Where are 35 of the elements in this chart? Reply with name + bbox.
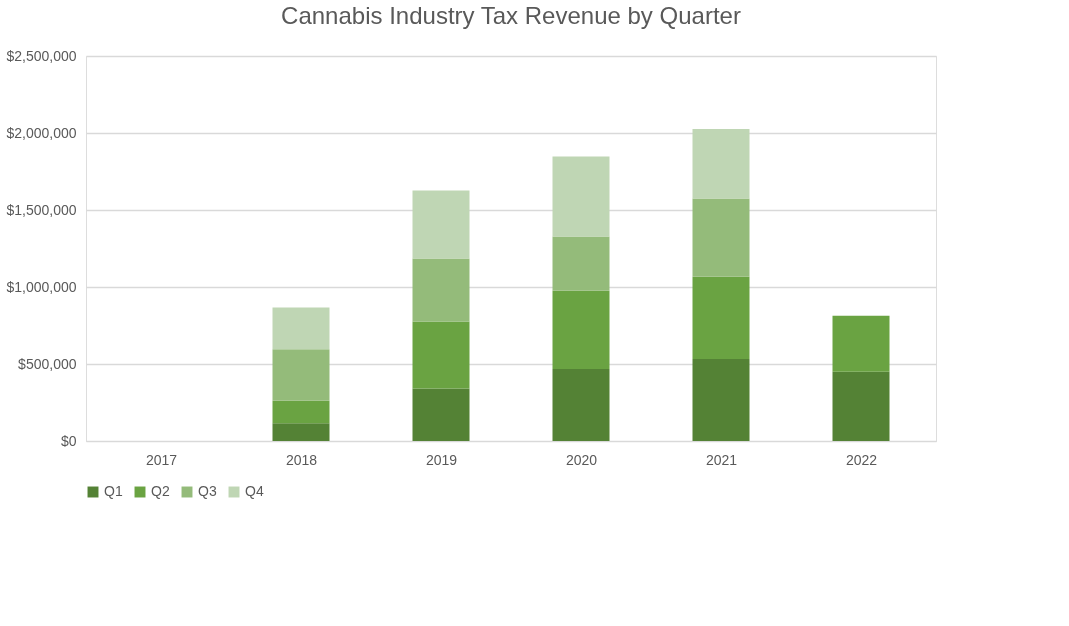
- bar: [552, 156, 610, 237]
- x-tick-label: 2021: [705, 451, 738, 468]
- x-tick-label: 2018: [285, 451, 318, 468]
- legend-label: Q4: [245, 483, 264, 499]
- bar: [832, 315, 890, 372]
- legend-label: Q3: [198, 483, 217, 499]
- bar: [272, 400, 330, 424]
- y-tick-label: $1,000,000: [6, 278, 77, 295]
- bar: [692, 276, 750, 359]
- bar: [272, 307, 330, 350]
- y-tick-label: $2,500,000: [6, 47, 77, 64]
- bar: [552, 236, 610, 291]
- y-tick-label: $500,000: [18, 355, 77, 372]
- bar: [692, 358, 750, 441]
- x-tick-label: 2020: [565, 451, 598, 468]
- legend-label: Q2: [151, 483, 170, 499]
- x-tick-label: 2022: [845, 451, 878, 468]
- chart-title: Cannabis Industry Tax Revenue by Quarter: [281, 2, 741, 29]
- y-tick-label: $2,000,000: [6, 124, 77, 141]
- x-tick-label: 2017: [145, 451, 178, 468]
- y-tick-label: $1,500,000: [6, 201, 77, 218]
- bar: [412, 190, 470, 259]
- bar: [552, 290, 610, 370]
- bar: [412, 258, 470, 322]
- bar: [412, 321, 470, 389]
- bar: [692, 129, 750, 199]
- bar: [832, 371, 890, 441]
- bar: [692, 198, 750, 277]
- bar: [412, 388, 470, 441]
- bar: [272, 349, 330, 401]
- legend-label: Q1: [104, 483, 123, 499]
- bar: [272, 423, 330, 441]
- bar: [552, 369, 610, 441]
- x-tick-label: 2019: [425, 451, 458, 468]
- y-tick-label: $0: [60, 432, 77, 449]
